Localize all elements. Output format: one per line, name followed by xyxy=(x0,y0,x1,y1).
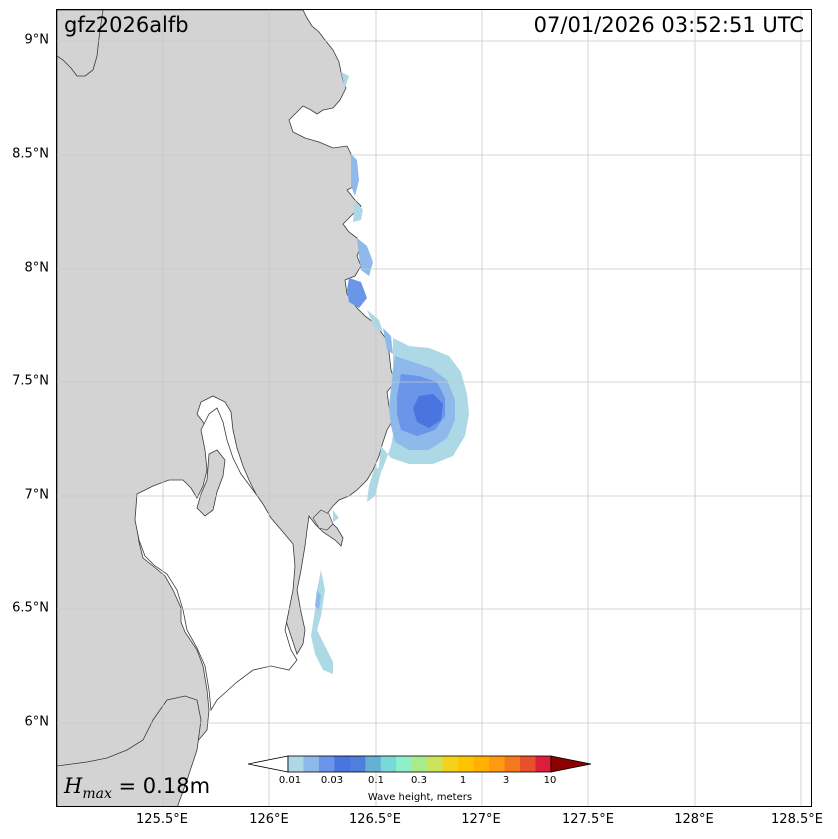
colorbar-cell xyxy=(489,756,506,772)
wave-height-colorbar xyxy=(248,755,592,773)
lon-label-125-5e: 125.5°E xyxy=(136,812,188,827)
event-timestamp: 07/01/2026 03:52:51 UTC xyxy=(533,13,804,37)
colorbar-cells xyxy=(248,755,592,773)
map-canvas xyxy=(57,10,811,806)
lat-label-8-5n: 8.5°N xyxy=(12,146,49,162)
colorbar-cell xyxy=(303,756,320,772)
island-samal xyxy=(196,449,226,517)
colorbar-cell xyxy=(318,756,335,772)
lon-label-128-5e: 128.5°E xyxy=(771,812,823,827)
colorbar-tick-1: 1 xyxy=(459,775,467,786)
colorbar-tick-10: 10 xyxy=(543,775,557,786)
colorbar-under-arrow xyxy=(248,755,289,773)
lon-label-128e: 128°E xyxy=(674,812,714,827)
colorbar-cell xyxy=(365,756,382,772)
hmax-subscript: max xyxy=(82,786,112,803)
land-mindanao xyxy=(57,10,396,799)
hmax-value: = 0.18m xyxy=(111,774,211,798)
lon-label-126-5e: 126.5°E xyxy=(349,812,401,827)
colorbar-cell xyxy=(380,756,397,772)
colorbar-cell xyxy=(288,756,304,772)
colorbar-cell xyxy=(334,756,351,772)
land-northwest xyxy=(57,10,104,77)
colorbar-cell xyxy=(504,756,521,772)
lat-label-9n: 9°N xyxy=(24,32,50,48)
wave-footprint xyxy=(311,72,469,674)
colorbar-tick-0-01: 0.01 xyxy=(278,775,302,786)
colorbar-cell xyxy=(411,756,428,772)
lat-label-6n: 6°N xyxy=(24,714,50,730)
colorbar-tick-3: 3 xyxy=(502,775,510,786)
colorbar-tick-0-03: 0.03 xyxy=(320,775,344,786)
lon-label-127e: 127°E xyxy=(461,812,501,827)
colorbar-cell xyxy=(442,756,459,772)
colorbar-cell xyxy=(473,756,490,772)
colorbar-frame xyxy=(287,755,552,773)
event-id-title: gfz2026alfb xyxy=(64,13,189,37)
graticule xyxy=(57,10,811,806)
colorbar-tick-0-1: 0.1 xyxy=(368,775,384,786)
lat-label-7n: 7°N xyxy=(24,487,50,503)
lat-label-7-5n: 7.5°N xyxy=(12,373,49,389)
colorbar-label: Wave height, meters xyxy=(367,792,473,803)
lat-label-6-5n: 6.5°N xyxy=(12,600,49,616)
colorbar-cell xyxy=(535,756,552,772)
colorbar-cell xyxy=(427,756,444,772)
islet-north xyxy=(312,509,334,531)
max-wave-height: Hmax = 0.18m xyxy=(64,774,210,803)
colorbar-over-arrow xyxy=(550,755,592,773)
colorbar-cell xyxy=(349,756,366,772)
colorbar-cell xyxy=(520,756,537,772)
colorbar-cell xyxy=(396,756,413,772)
lon-label-126e: 126°E xyxy=(249,812,289,827)
lon-label-127-5e: 127.5°E xyxy=(562,812,614,827)
lat-label-8n: 8°N xyxy=(24,260,50,276)
map-panel[interactable] xyxy=(56,9,812,807)
davao-gulf xyxy=(134,407,298,712)
colorbar-tick-0-3: 0.3 xyxy=(411,775,427,786)
hmax-symbol: H xyxy=(64,774,83,798)
land-south xyxy=(57,695,202,806)
colorbar-cell xyxy=(458,756,475,772)
